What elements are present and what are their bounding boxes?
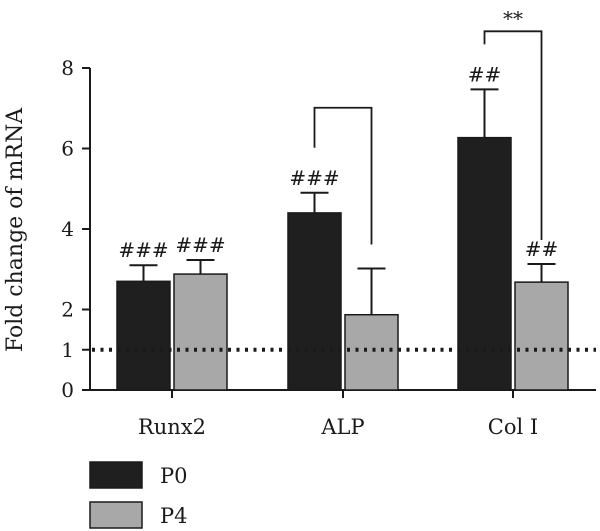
- x-tick-label: Runx2: [138, 415, 206, 439]
- y-tick-label: 1: [61, 338, 74, 362]
- legend-label: P0: [160, 464, 188, 488]
- y-tick-label: 6: [61, 137, 74, 161]
- legend-swatch-p0: [89, 461, 143, 489]
- significance-label: ###: [289, 166, 339, 190]
- bar-p4: [344, 313, 399, 391]
- comparison-label: **: [503, 6, 523, 30]
- x-tick-label: ALP: [320, 415, 364, 439]
- bar-p4: [514, 281, 569, 391]
- significance-label: ##: [525, 237, 559, 261]
- legend: P0 P4: [89, 461, 188, 529]
- y-tick-label: 0: [61, 378, 74, 402]
- significance-label: ###: [118, 238, 168, 262]
- chart-marks: ########### ##**: [92, 6, 596, 391]
- legend-swatch-p4: [89, 501, 143, 529]
- comparison-bracket: [483, 30, 543, 241]
- legend-label: P4: [160, 504, 188, 528]
- significance-label: ##: [468, 62, 502, 86]
- bar-p4: [173, 273, 228, 391]
- x-tick-label: Col I: [488, 415, 538, 439]
- bar-p0: [116, 280, 171, 391]
- y-tick-label: 2: [61, 298, 74, 322]
- bar-p0: [457, 136, 512, 391]
- y-tick-label: 4: [61, 217, 74, 241]
- y-axis-title: Fold change of mRNA: [3, 107, 28, 352]
- comparison-bracket: [313, 106, 373, 245]
- y-tick-label: 8: [61, 56, 74, 80]
- bar-p0: [287, 212, 342, 391]
- significance-label: ###: [175, 233, 225, 257]
